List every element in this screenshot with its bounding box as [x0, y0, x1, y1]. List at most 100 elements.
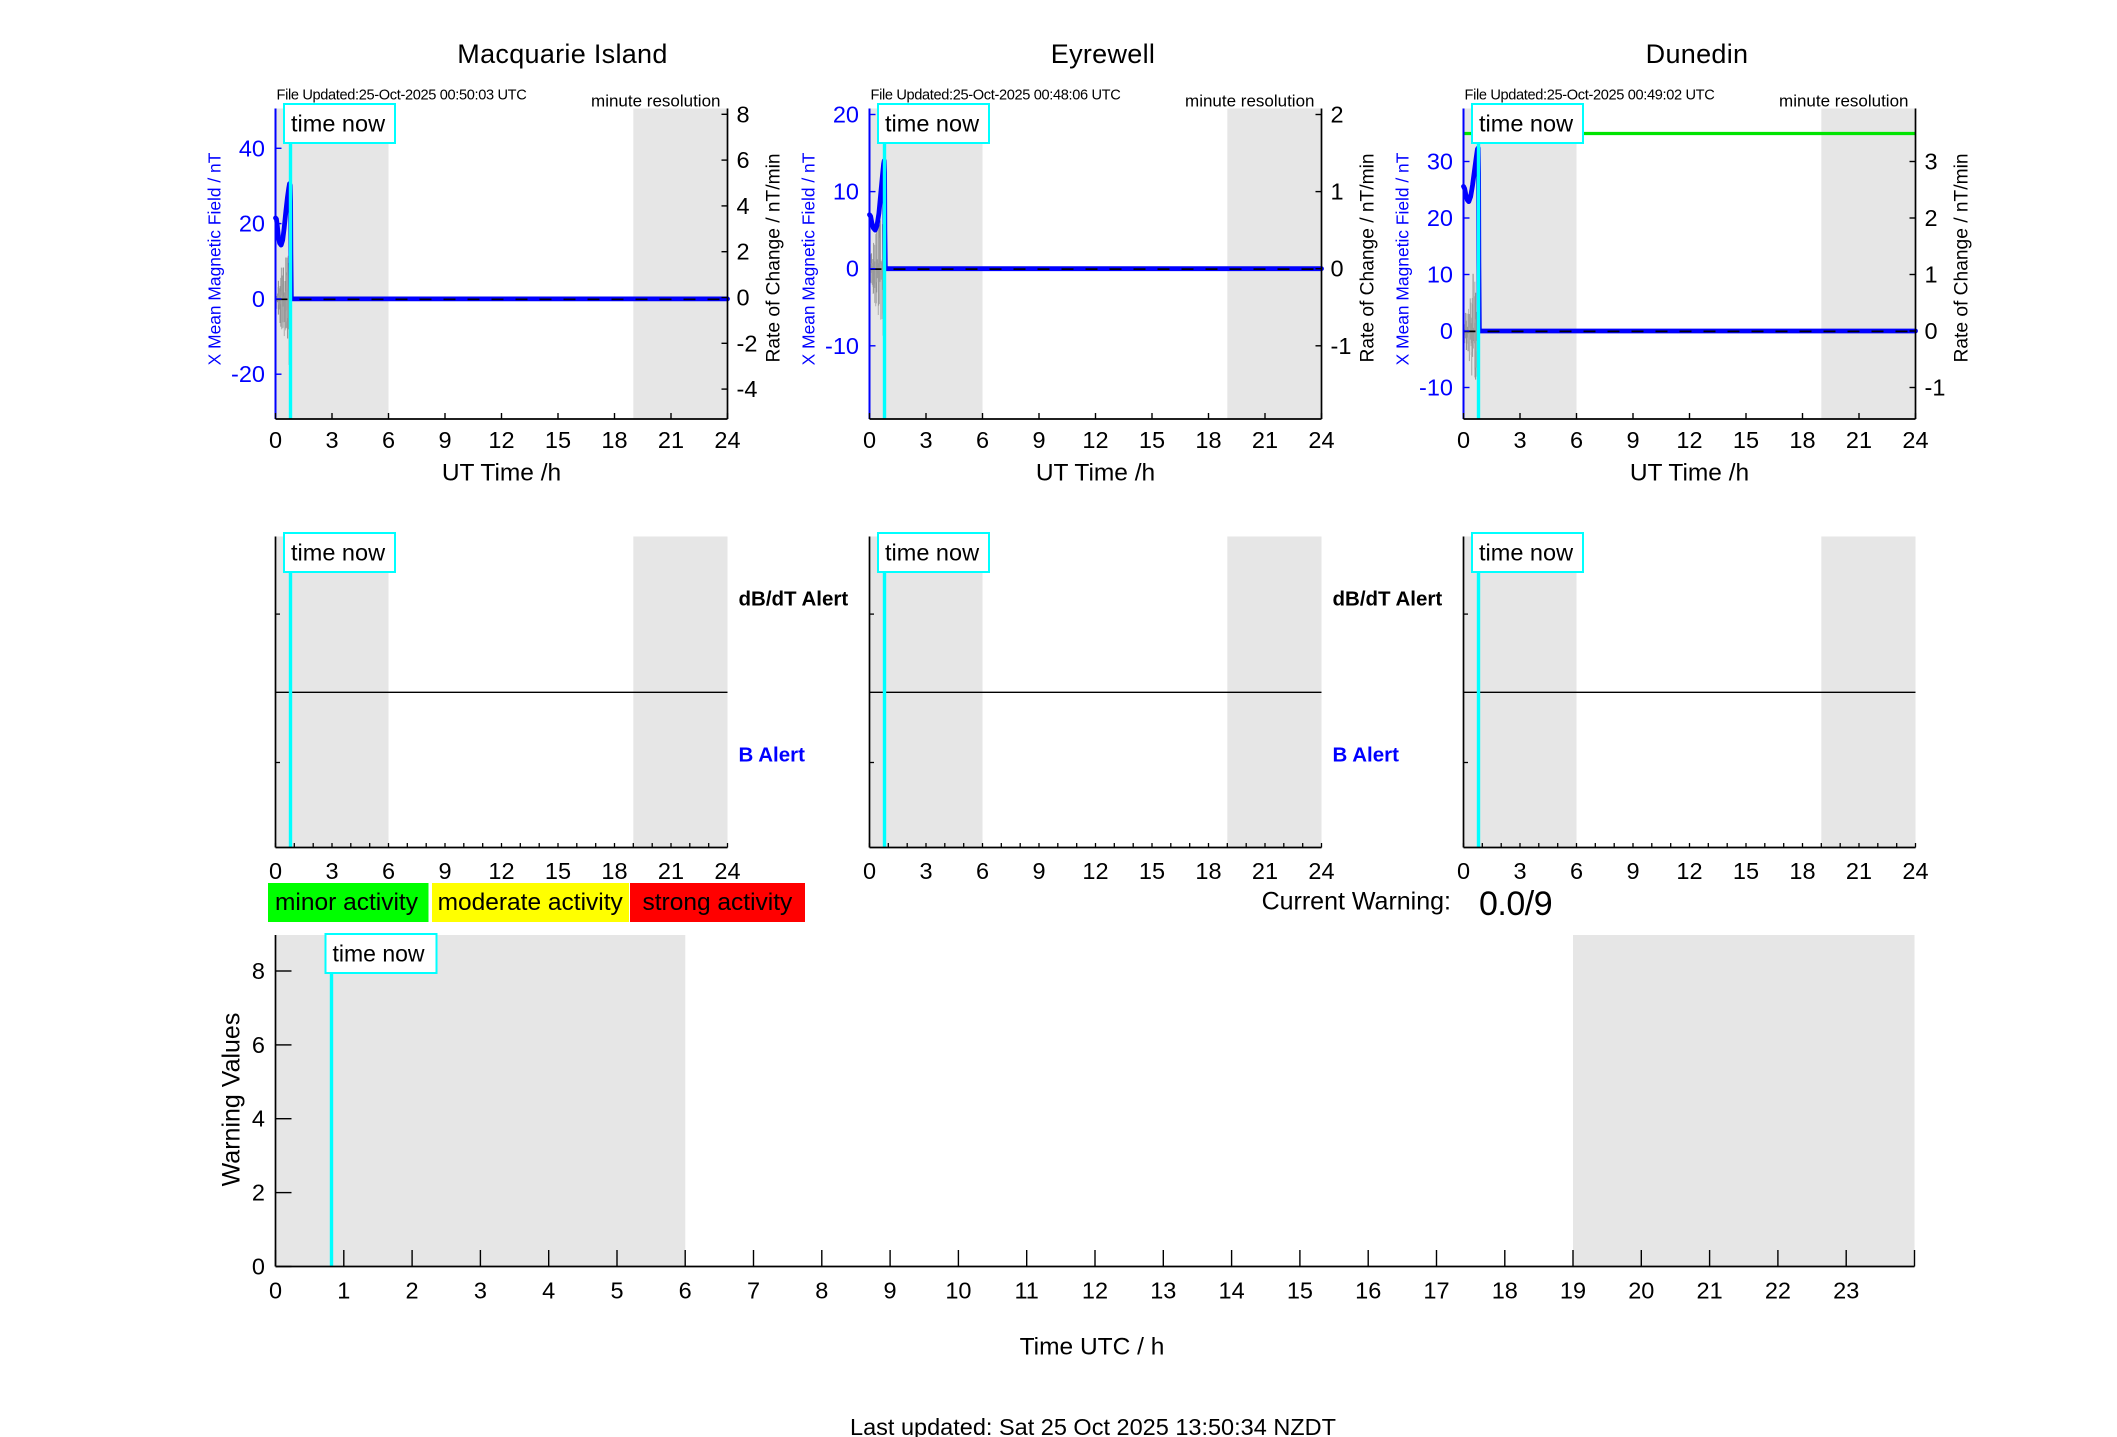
svg-text:0: 0: [252, 286, 265, 312]
svg-text:0: 0: [1457, 858, 1470, 884]
svg-text:18: 18: [1195, 858, 1221, 884]
svg-text:3: 3: [325, 858, 338, 884]
svg-text:21: 21: [1252, 427, 1278, 453]
svg-text:-2: -2: [737, 330, 758, 356]
svg-text:time now: time now: [885, 540, 980, 566]
svg-text:-4: -4: [737, 376, 758, 402]
svg-text:3: 3: [325, 427, 338, 453]
svg-text:File Updated:25-Oct-2025 00:48: File Updated:25-Oct-2025 00:48:06 UTC: [871, 88, 1121, 104]
svg-text:14: 14: [1219, 1278, 1245, 1304]
svg-text:12: 12: [1082, 427, 1108, 453]
svg-text:12: 12: [488, 427, 514, 453]
svg-text:24: 24: [1902, 858, 1928, 884]
svg-text:18: 18: [1195, 427, 1221, 453]
svg-text:UT Time /h: UT Time /h: [442, 460, 561, 487]
svg-text:Rate of Change / nT/min: Rate of Change / nT/min: [1952, 153, 1973, 362]
svg-text:minute resolution: minute resolution: [1779, 92, 1908, 111]
svg-text:21: 21: [658, 427, 684, 453]
svg-text:40: 40: [239, 135, 265, 161]
svg-text:0: 0: [863, 858, 876, 884]
svg-text:3: 3: [919, 858, 932, 884]
svg-text:0: 0: [1331, 256, 1344, 282]
svg-text:9: 9: [1626, 427, 1639, 453]
svg-text:8: 8: [252, 958, 265, 984]
svg-text:6: 6: [1570, 427, 1583, 453]
svg-text:8: 8: [815, 1278, 828, 1304]
svg-text:minute resolution: minute resolution: [1185, 92, 1314, 111]
svg-text:UT Time /h: UT Time /h: [1036, 460, 1155, 487]
svg-text:18: 18: [601, 858, 627, 884]
svg-text:moderate activity: moderate activity: [438, 889, 624, 916]
svg-text:time now: time now: [1479, 540, 1574, 566]
svg-text:12: 12: [488, 858, 514, 884]
svg-text:22: 22: [1765, 1278, 1791, 1304]
svg-text:File Updated:25-Oct-2025 00:50: File Updated:25-Oct-2025 00:50:03 UTC: [277, 88, 527, 104]
svg-text:21: 21: [1846, 858, 1872, 884]
svg-text:6: 6: [252, 1032, 265, 1058]
svg-text:10: 10: [945, 1278, 971, 1304]
svg-text:21: 21: [658, 858, 684, 884]
svg-text:time now: time now: [291, 540, 386, 566]
svg-text:21: 21: [1252, 858, 1278, 884]
svg-text:6: 6: [737, 147, 750, 173]
svg-text:10: 10: [1427, 262, 1453, 288]
svg-text:0: 0: [1457, 427, 1470, 453]
svg-text:19: 19: [1560, 1278, 1586, 1304]
svg-text:1: 1: [1925, 262, 1938, 288]
svg-text:18: 18: [1789, 427, 1815, 453]
svg-text:6: 6: [382, 858, 395, 884]
svg-text:4: 4: [542, 1278, 555, 1304]
svg-text:Time UTC / h: Time UTC / h: [1020, 1334, 1165, 1361]
svg-text:Macquarie Island: Macquarie Island: [457, 39, 667, 69]
svg-text:21: 21: [1846, 427, 1872, 453]
svg-text:3: 3: [1513, 427, 1526, 453]
svg-text:9: 9: [1626, 858, 1639, 884]
svg-text:18: 18: [601, 427, 627, 453]
svg-text:6: 6: [976, 858, 989, 884]
svg-text:-1: -1: [1331, 333, 1352, 359]
svg-text:12: 12: [1082, 1278, 1108, 1304]
svg-text:time now: time now: [885, 111, 980, 137]
svg-text:4: 4: [252, 1106, 265, 1132]
svg-text:B Alert: B Alert: [739, 744, 806, 767]
svg-text:9: 9: [438, 858, 451, 884]
svg-text:15: 15: [545, 858, 571, 884]
svg-text:strong activity: strong activity: [643, 889, 794, 916]
svg-text:6: 6: [976, 427, 989, 453]
svg-text:UT Time /h: UT Time /h: [1630, 460, 1749, 487]
svg-text:12: 12: [1676, 858, 1702, 884]
svg-text:10: 10: [833, 179, 859, 205]
svg-text:12: 12: [1082, 858, 1108, 884]
svg-text:0: 0: [737, 285, 750, 311]
svg-text:9: 9: [1032, 427, 1045, 453]
svg-text:20: 20: [833, 102, 859, 128]
svg-text:6: 6: [382, 427, 395, 453]
svg-text:2: 2: [1331, 102, 1344, 128]
svg-text:15: 15: [545, 427, 571, 453]
svg-text:3: 3: [919, 427, 932, 453]
svg-text:16: 16: [1355, 1278, 1381, 1304]
svg-text:9: 9: [438, 427, 451, 453]
svg-text:Dunedin: Dunedin: [1646, 39, 1749, 69]
svg-text:1: 1: [1331, 179, 1344, 205]
svg-text:3: 3: [474, 1278, 487, 1304]
svg-text:24: 24: [714, 427, 740, 453]
svg-text:2: 2: [252, 1180, 265, 1206]
svg-text:X Mean Magnetic Field / nT: X Mean Magnetic Field / nT: [205, 152, 225, 365]
svg-text:13: 13: [1150, 1278, 1176, 1304]
svg-text:0: 0: [269, 858, 282, 884]
svg-text:X Mean Magnetic Field / nT: X Mean Magnetic Field / nT: [1393, 152, 1413, 365]
svg-text:minute resolution: minute resolution: [591, 92, 720, 111]
svg-text:7: 7: [747, 1278, 760, 1304]
svg-text:-10: -10: [1419, 375, 1453, 401]
svg-text:0: 0: [1440, 318, 1453, 344]
svg-text:0: 0: [269, 1278, 282, 1304]
svg-text:8: 8: [737, 101, 750, 127]
svg-text:Rate of Change / nT/min: Rate of Change / nT/min: [1358, 153, 1379, 362]
svg-text:-1: -1: [1925, 375, 1946, 401]
svg-text:Current Warning:: Current Warning:: [1262, 888, 1451, 916]
svg-text:B Alert: B Alert: [1333, 744, 1400, 767]
svg-text:24: 24: [1308, 427, 1334, 453]
svg-text:2: 2: [406, 1278, 419, 1304]
svg-text:time now: time now: [333, 941, 425, 967]
